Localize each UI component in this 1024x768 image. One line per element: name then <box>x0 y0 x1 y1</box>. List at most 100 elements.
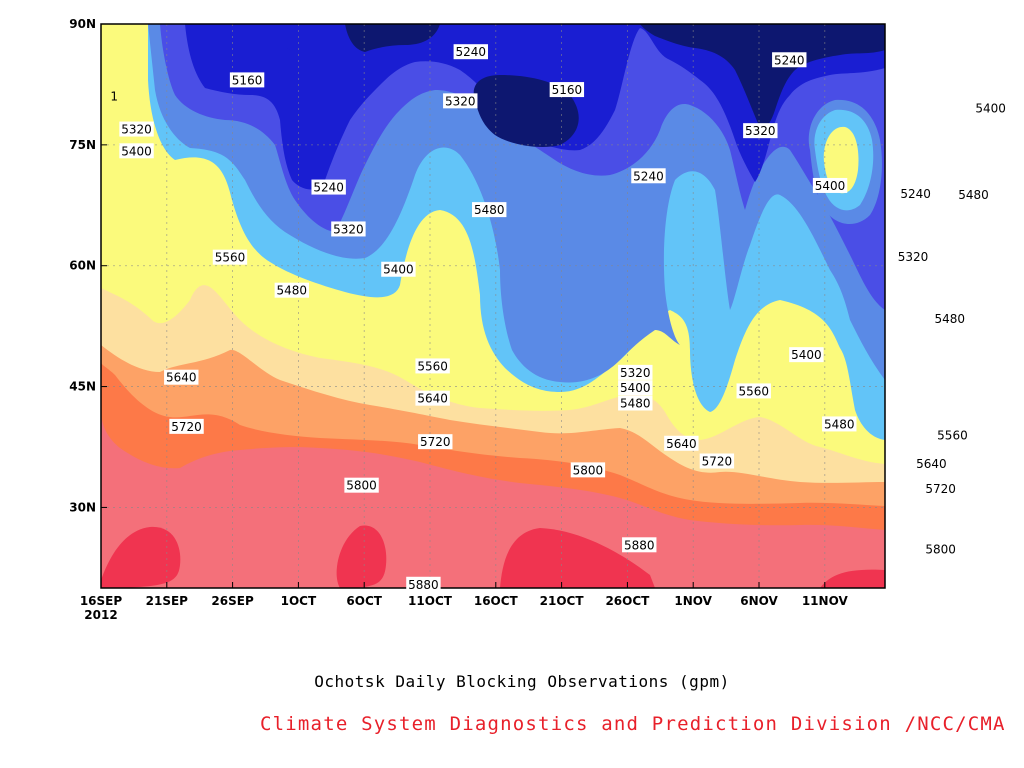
y-tick-label: 90N <box>69 17 96 31</box>
svg-text:5480: 5480 <box>958 188 989 202</box>
svg-text:5560: 5560 <box>738 384 769 398</box>
svg-text:5240: 5240 <box>900 187 931 201</box>
svg-text:5800: 5800 <box>346 479 377 493</box>
svg-text:5560: 5560 <box>215 251 246 265</box>
contour-label: 5240 <box>772 52 807 68</box>
svg-text:5480: 5480 <box>474 203 505 217</box>
contour-label: 5320 <box>443 93 478 109</box>
x-tick-label: 21SEP <box>146 594 189 608</box>
svg-text:5560: 5560 <box>937 429 968 443</box>
contour-label: 5560 <box>415 358 450 374</box>
x-tick-label: 16SEP <box>80 594 123 608</box>
contour-label: 5560 <box>935 427 970 443</box>
contour-label: 5320 <box>743 123 778 139</box>
x-tick-label: 21OCT <box>540 594 585 608</box>
svg-text:5880: 5880 <box>624 538 655 552</box>
contour-label: 5640 <box>164 369 199 385</box>
svg-text:5720: 5720 <box>925 482 956 496</box>
svg-text:5480: 5480 <box>277 284 308 298</box>
contour-label: 5400 <box>381 261 416 277</box>
contour-label: 5240 <box>631 168 666 184</box>
contour-label: 5400 <box>812 177 848 193</box>
contour-label: 5240 <box>453 44 488 60</box>
x-tick-label: 11OCT <box>408 594 453 608</box>
svg-text:5800: 5800 <box>925 542 956 556</box>
svg-text:5480: 5480 <box>620 396 651 410</box>
contour-fill-layer <box>101 24 885 588</box>
contour-label: 5240 <box>898 186 933 202</box>
x-tick-label: 1OCT <box>281 594 317 608</box>
y-tick-label: 45N <box>69 380 96 394</box>
contour-label: 5320 <box>895 248 931 264</box>
svg-text:5320: 5320 <box>745 124 776 138</box>
svg-text:5320: 5320 <box>898 250 929 264</box>
contour-label: 5720 <box>923 480 958 496</box>
svg-text:5800: 5800 <box>573 463 604 477</box>
x-tick-label: 6NOV <box>740 594 778 608</box>
contour-labels: 5160524053205160524054005320540053205240… <box>110 44 1008 592</box>
contour-label: 5480 <box>472 202 507 218</box>
svg-text:5400: 5400 <box>791 348 822 362</box>
contour-label: 5560 <box>736 383 771 399</box>
svg-text:5320: 5320 <box>620 366 651 380</box>
contour-label: 5160 <box>549 82 585 98</box>
contour-label: 5880 <box>406 576 441 592</box>
svg-text:5640: 5640 <box>166 371 197 385</box>
x-tick-label: 26SEP <box>211 594 254 608</box>
contour-label: 5400 <box>618 380 653 396</box>
contour-label: 5560 <box>212 249 248 265</box>
svg-text:5400: 5400 <box>815 179 846 193</box>
svg-text:5400: 5400 <box>383 263 414 277</box>
svg-text:5560: 5560 <box>417 359 448 373</box>
x-tick-label: 6OCT <box>346 594 382 608</box>
band-below-5160-1 <box>345 24 440 52</box>
contour-label: 5480 <box>274 282 310 298</box>
band-5880-high-1 <box>101 526 181 588</box>
svg-text:5400: 5400 <box>975 102 1006 116</box>
svg-text:5240: 5240 <box>633 169 664 183</box>
contour-label: 5400 <box>789 347 824 363</box>
band-5880-high-2 <box>336 525 387 588</box>
svg-text:5480: 5480 <box>824 417 855 431</box>
svg-text:5640: 5640 <box>666 437 697 451</box>
grid-lines <box>101 24 885 588</box>
band-5880-high-3 <box>500 528 655 588</box>
y-tick-label: 30N <box>69 500 96 514</box>
y-tick-label: 75N <box>69 138 96 152</box>
band-pocket-5560 <box>823 126 859 194</box>
svg-text:5320: 5320 <box>445 94 476 108</box>
contour-label: 5640 <box>914 455 949 471</box>
x-tick-label: 16OCT <box>474 594 519 608</box>
x-tick-label: 26OCT <box>605 594 650 608</box>
contour-label: 5880 <box>622 537 657 553</box>
svg-text:5240: 5240 <box>456 45 487 59</box>
contour-label: 5800 <box>570 462 606 478</box>
contour-label: 5720 <box>699 453 735 469</box>
contour-label: 5480 <box>618 395 653 411</box>
svg-text:5320: 5320 <box>121 123 152 137</box>
contour-label: 5400 <box>119 143 154 159</box>
plot-frame <box>100 23 886 589</box>
band-below-5160-4 <box>272 47 300 77</box>
svg-text:5160: 5160 <box>232 73 263 87</box>
svg-text:1: 1 <box>110 90 118 104</box>
contour-label: 5480 <box>956 186 991 202</box>
svg-text:5640: 5640 <box>417 392 448 406</box>
chart-title: Ochotsk Daily Blocking Observations (gpm… <box>314 672 730 691</box>
contour-label: 5480 <box>932 310 968 326</box>
svg-text:5400: 5400 <box>121 144 152 158</box>
contour-label: 5400 <box>973 100 1008 116</box>
contour-label: 5800 <box>344 477 379 493</box>
contour-label: 5640 <box>664 435 699 451</box>
contour-label: 5320 <box>618 364 653 380</box>
contour-label: 5720 <box>169 418 204 434</box>
axis-ticks: 16SEP 21SEP 26SEP 1OCT 6OCT 11OCT 16OCT 21OCT 26… <box>69 17 848 622</box>
svg-text:5240: 5240 <box>774 53 805 67</box>
contour-label: 5240 <box>311 179 346 195</box>
contour-label: 5720 <box>418 434 453 450</box>
contour-label: 5640 <box>415 390 450 406</box>
band-5880-high-4 <box>820 569 885 588</box>
y-tick-label: 60N <box>69 259 96 273</box>
svg-text:5320: 5320 <box>333 222 364 236</box>
